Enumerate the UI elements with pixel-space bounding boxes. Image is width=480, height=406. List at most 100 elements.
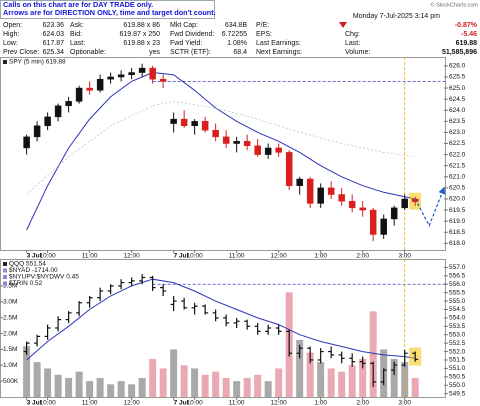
y-tick-label: 549.5 xyxy=(449,390,466,397)
legend-icon xyxy=(3,60,7,64)
quote-label: Next Earnings: xyxy=(256,49,302,56)
volume-bar xyxy=(264,381,272,397)
moving-average xyxy=(26,278,416,361)
y-tick-label: 625.0 xyxy=(449,85,466,92)
y-tick-label: 552.0 xyxy=(449,348,466,355)
volume-bar xyxy=(359,358,367,397)
volume-bar xyxy=(159,368,167,397)
volume-tick-label: 3.5M xyxy=(3,283,17,290)
y-tick-label: 618.5 xyxy=(449,229,466,236)
quote-value: 1.08% xyxy=(227,40,247,47)
legend-label: $NYAD -1714.00 xyxy=(9,267,58,274)
volume-bar xyxy=(306,352,314,397)
volume-bar xyxy=(96,377,104,397)
quote-label: Bid: xyxy=(70,31,82,38)
candle-body xyxy=(138,67,146,73)
x-tick-label: 10:00 xyxy=(39,400,56,406)
y-tick-label: 625.5 xyxy=(449,74,466,81)
quote-value: 624.03 xyxy=(43,31,65,38)
y-tick-label: 550.5 xyxy=(449,374,466,381)
quote-value: 634.8B xyxy=(225,22,248,29)
quote-value: 68.4 xyxy=(233,49,247,56)
quote-value: -5.46 xyxy=(461,31,477,38)
candle-body xyxy=(296,178,303,186)
quote-label: EPS: xyxy=(256,31,272,38)
volume-bar xyxy=(170,349,178,397)
y-tick-label: 553.5 xyxy=(449,323,466,330)
moving-average xyxy=(26,100,416,195)
candle-body xyxy=(317,187,324,204)
quote-label: SCTR (ETF): xyxy=(170,49,211,56)
x-tick-label: 10:00 xyxy=(187,400,204,406)
x-tick-label: 2:00 xyxy=(356,253,369,260)
annotation-box xyxy=(0,0,215,19)
y-tick-label: 624.5 xyxy=(449,96,466,103)
volume-tick-label: 500K xyxy=(3,378,19,385)
legend-icon xyxy=(3,275,7,279)
candle-body xyxy=(212,129,219,138)
x-tick-label: 3:00 xyxy=(398,400,411,406)
quote-value: 619.87 x 250 xyxy=(120,31,161,38)
candle-body xyxy=(117,74,125,78)
legend-label: $TRIN 0.52 xyxy=(9,280,43,287)
y-tick-label: 623.5 xyxy=(449,118,466,125)
y-tick-label: 551.0 xyxy=(449,365,466,372)
volume-bar xyxy=(201,374,209,397)
quote-label: High: xyxy=(3,31,19,38)
candle-body xyxy=(348,200,356,209)
y-tick-label: 556.5 xyxy=(449,273,466,280)
volume-bar xyxy=(138,377,146,397)
y-tick-label: 555.0 xyxy=(449,298,466,305)
candle-body xyxy=(191,121,198,127)
y-tick-label: 553.0 xyxy=(449,331,466,338)
x-tick-label: 11:00 xyxy=(229,253,245,260)
quote-value: 6.72255 xyxy=(222,31,247,38)
x-tick-label: 11:00 xyxy=(82,400,98,406)
credit: © StockCharts.com xyxy=(431,1,479,8)
x-tick-label: 3:00 xyxy=(398,253,411,260)
candle-body xyxy=(107,76,114,80)
direction-arrow xyxy=(414,186,446,228)
x-tick-label: 1:00 xyxy=(314,400,327,406)
candle-body xyxy=(44,116,51,127)
x-tick-label: 11:00 xyxy=(82,253,98,260)
y-tick-label: 623.0 xyxy=(449,129,466,136)
candle-body xyxy=(128,72,135,75)
quote-value: 51,585,896 xyxy=(442,49,477,56)
y-tick-label: 620.0 xyxy=(449,196,466,203)
candle-body xyxy=(254,145,261,155)
volume-bar xyxy=(222,377,230,397)
legend-label: $NYUPV:$NYDWV 0.45 xyxy=(9,274,79,281)
candle-body xyxy=(54,105,62,118)
x-tick-label: 10:00 xyxy=(187,253,204,260)
volume-bar xyxy=(128,384,136,397)
quote-label: Last Earnings: xyxy=(256,40,301,47)
x-tick-label: 3 Jul xyxy=(27,400,42,406)
candle-body xyxy=(65,101,72,107)
volume-tick-label: 1.5M xyxy=(3,346,17,353)
candle-body xyxy=(359,207,366,211)
y-tick-label: 555.5 xyxy=(449,289,466,296)
candle-body xyxy=(264,147,272,155)
candle-body xyxy=(149,67,156,80)
candle-body xyxy=(285,152,293,186)
quote-value: 623.36 xyxy=(43,22,65,29)
quote-value: 625.34 xyxy=(43,49,65,56)
legend-icon xyxy=(3,281,7,286)
quote-label: Chg: xyxy=(345,31,360,38)
volume-bar xyxy=(233,381,241,397)
candle-body xyxy=(170,118,177,124)
volume-bar xyxy=(75,371,83,397)
quote-value: 619.88 xyxy=(456,40,478,47)
candle-body xyxy=(369,209,377,235)
quote-label: Mkt Cap: xyxy=(170,22,198,29)
plot-frame xyxy=(0,57,446,251)
quote-value: 617.87 xyxy=(43,40,65,47)
quote-label: Fwd Dividend: xyxy=(170,31,214,38)
quote-label: Last: xyxy=(345,40,360,47)
candle-body xyxy=(159,78,167,82)
y-tick-label: 624.0 xyxy=(449,107,466,114)
x-tick-label: 7 Jul xyxy=(174,400,189,406)
quote-value: 619.88 x 23 xyxy=(123,40,160,47)
